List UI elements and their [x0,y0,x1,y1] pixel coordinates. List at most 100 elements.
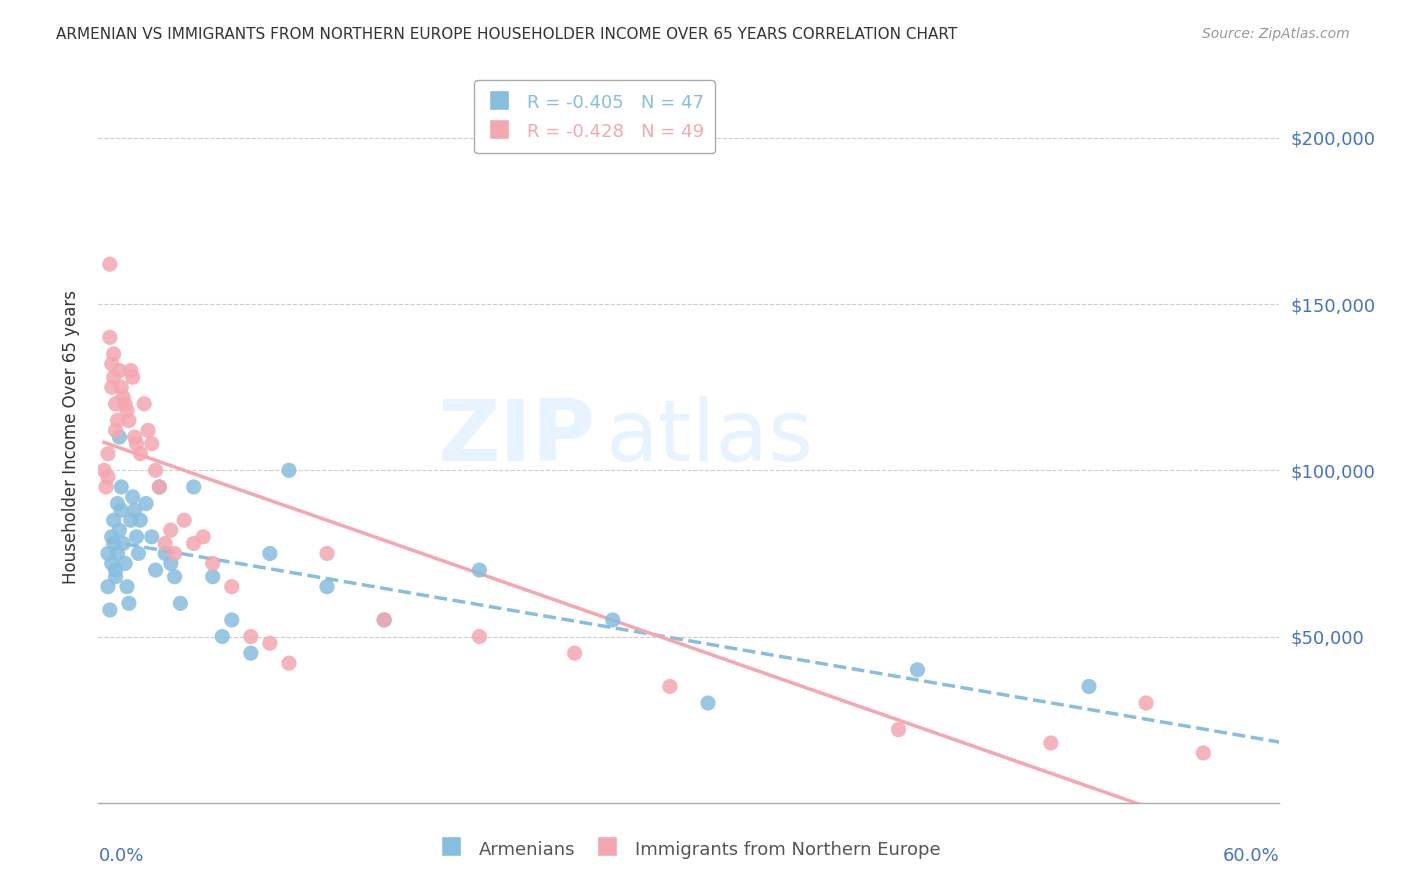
Point [277,656,299,670]
Point [183,536,205,550]
Point [1078,680,1101,694]
Point [239,630,262,644]
Point [148,480,170,494]
Point [110,503,132,517]
Point [103,347,125,361]
Point [98,257,121,271]
Point [201,557,224,571]
Point [104,424,127,438]
Point [108,523,131,537]
Point [201,570,224,584]
Point [107,546,129,560]
Point [141,530,163,544]
Point [125,436,148,450]
Point [108,430,131,444]
Point [100,530,122,544]
Point [136,424,159,438]
Point [104,570,127,584]
Point [112,390,135,404]
Point [373,613,395,627]
Text: 0.0%: 0.0% [98,847,143,864]
Point [159,523,181,537]
Point [169,596,191,610]
Point [658,680,681,694]
Point [121,490,143,504]
Point [118,413,141,427]
Point [103,370,125,384]
Point [173,513,195,527]
Point [107,413,129,427]
Point [104,563,127,577]
Point [120,513,142,527]
Point [112,536,135,550]
Point [163,546,186,560]
Point [120,363,142,377]
Point [98,603,121,617]
Point [135,497,157,511]
Point [93,463,115,477]
Point [129,513,152,527]
Point [100,380,122,394]
Text: Source: ZipAtlas.com: Source: ZipAtlas.com [1202,27,1350,41]
Point [134,397,156,411]
Point [124,503,146,517]
Point [114,557,136,571]
Point [907,663,929,677]
Point [100,357,122,371]
Text: ZIP: ZIP [437,395,595,479]
Point [316,580,339,594]
Point [115,403,138,417]
Text: atlas: atlas [606,395,814,479]
Point [163,570,186,584]
Text: ARMENIAN VS IMMIGRANTS FROM NORTHERN EUROPE HOUSEHOLDER INCOME OVER 65 YEARS COR: ARMENIAN VS IMMIGRANTS FROM NORTHERN EUR… [56,27,957,42]
Point [124,430,146,444]
Point [373,613,395,627]
Point [211,630,233,644]
Point [98,330,121,344]
Point [118,596,141,610]
Point [1135,696,1157,710]
Point [1039,736,1062,750]
Point [127,546,149,560]
Point [145,463,167,477]
Point [148,480,170,494]
Point [259,636,281,650]
Point [153,536,176,550]
Point [114,397,136,411]
Point [316,546,339,560]
Point [159,557,181,571]
Point [129,447,152,461]
Point [97,546,120,560]
Point [108,363,131,377]
Text: 60.0%: 60.0% [1223,847,1279,864]
Point [1192,746,1215,760]
Point [110,380,132,394]
Point [564,646,586,660]
Point [115,580,138,594]
Point [221,580,243,594]
Point [183,480,205,494]
Point [94,480,117,494]
Point [100,557,122,571]
Point [103,513,125,527]
Point [97,580,120,594]
Point [697,696,720,710]
Point [468,563,491,577]
Point [145,563,167,577]
Legend: Armenians, Immigrants from Northern Europe: Armenians, Immigrants from Northern Euro… [430,830,948,867]
Point [103,536,125,550]
Y-axis label: Householder Income Over 65 years: Householder Income Over 65 years [62,290,80,584]
Point [125,530,148,544]
Point [193,530,215,544]
Point [468,630,491,644]
Point [104,397,127,411]
Point [97,470,120,484]
Point [221,613,243,627]
Point [259,546,281,560]
Point [887,723,910,737]
Point [107,497,129,511]
Point [602,613,624,627]
Point [239,646,262,660]
Point [277,463,299,477]
Point [141,436,163,450]
